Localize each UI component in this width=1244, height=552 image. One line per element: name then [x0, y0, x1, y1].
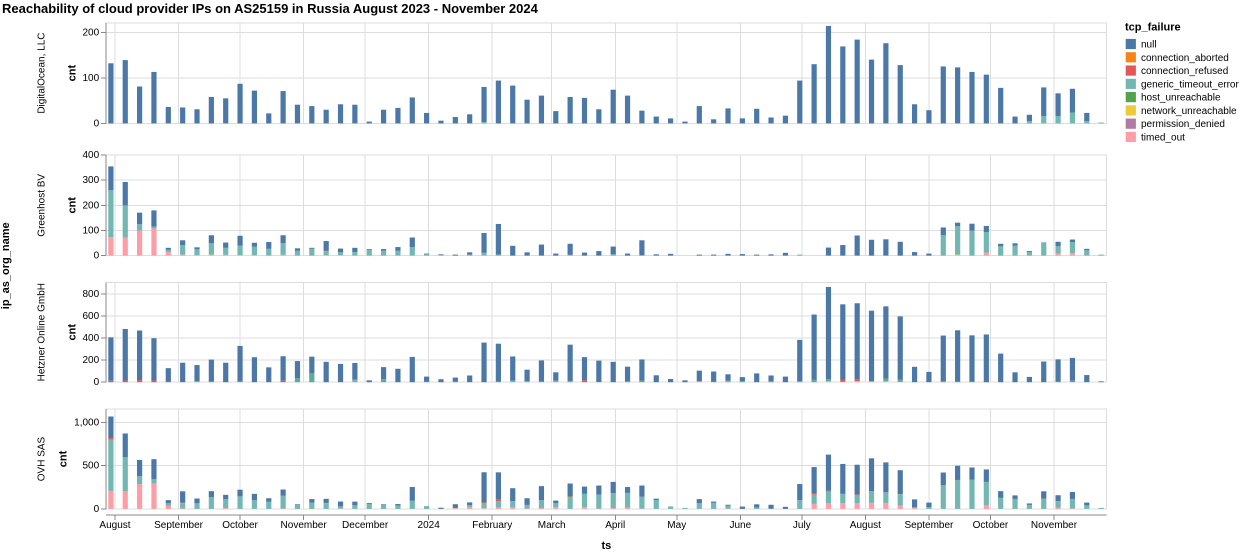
- svg-text:null: null: [1141, 40, 1157, 51]
- svg-text:host_unreachable: host_unreachable: [1141, 93, 1221, 104]
- svg-text:September: September: [904, 520, 954, 531]
- svg-text:cnt: cnt: [67, 65, 79, 82]
- svg-text:September: September: [154, 520, 204, 531]
- svg-text:March: March: [538, 520, 566, 531]
- svg-text:February: February: [472, 520, 512, 531]
- svg-text:tcp_failure: tcp_failure: [1125, 22, 1181, 34]
- svg-text:October: October: [973, 520, 1009, 531]
- svg-text:July: July: [793, 520, 811, 531]
- svg-text:April: April: [605, 520, 625, 531]
- svg-text:October: October: [222, 520, 258, 531]
- svg-text:cnt: cnt: [67, 197, 79, 214]
- svg-text:permission_denied: permission_denied: [1141, 119, 1225, 130]
- svg-text:generic_timeout_error: generic_timeout_error: [1141, 79, 1239, 90]
- svg-text:1,000: 1,000: [74, 417, 99, 428]
- svg-text:network_unreachable: network_unreachable: [1141, 106, 1237, 117]
- svg-text:DigitalOcean, LLC: DigitalOcean, LLC: [37, 33, 48, 114]
- svg-text:600: 600: [83, 311, 100, 322]
- svg-text:November: November: [1031, 520, 1078, 531]
- svg-text:0: 0: [94, 377, 100, 388]
- svg-text:300: 300: [83, 175, 100, 186]
- svg-text:November: November: [281, 520, 328, 531]
- svg-text:800: 800: [83, 289, 100, 300]
- svg-text:Greenhost BV: Greenhost BV: [37, 174, 48, 237]
- svg-text:timed_out: timed_out: [1141, 132, 1185, 143]
- svg-text:connection_refused: connection_refused: [1141, 66, 1228, 77]
- svg-text:June: June: [729, 520, 751, 531]
- svg-text:Reachability of cloud provider: Reachability of cloud provider IPs on AS…: [2, 1, 539, 16]
- svg-text:OVH SAS: OVH SAS: [37, 436, 48, 481]
- svg-text:400: 400: [83, 333, 100, 344]
- svg-text:2024: 2024: [418, 520, 441, 531]
- svg-text:200: 200: [83, 200, 100, 211]
- svg-text:0: 0: [94, 251, 100, 262]
- svg-text:400: 400: [83, 150, 100, 161]
- svg-text:Hetzner Online GmbH: Hetzner Online GmbH: [37, 283, 48, 381]
- svg-text:0: 0: [94, 118, 100, 129]
- svg-text:200: 200: [83, 355, 100, 366]
- svg-text:ip_as_org_name: ip_as_org_name: [0, 222, 12, 309]
- svg-text:200: 200: [83, 27, 100, 38]
- svg-text:connection_aborted: connection_aborted: [1141, 53, 1229, 64]
- svg-text:500: 500: [83, 461, 100, 472]
- svg-text:cnt: cnt: [57, 450, 69, 467]
- svg-text:December: December: [342, 520, 389, 531]
- svg-text:August: August: [850, 520, 881, 531]
- svg-text:100: 100: [83, 73, 100, 84]
- svg-text:100: 100: [83, 225, 100, 236]
- svg-text:May: May: [667, 520, 686, 531]
- svg-text:cnt: cnt: [67, 324, 79, 341]
- svg-text:0: 0: [94, 504, 100, 515]
- svg-text:August: August: [99, 520, 130, 531]
- svg-text:ts: ts: [601, 540, 611, 552]
